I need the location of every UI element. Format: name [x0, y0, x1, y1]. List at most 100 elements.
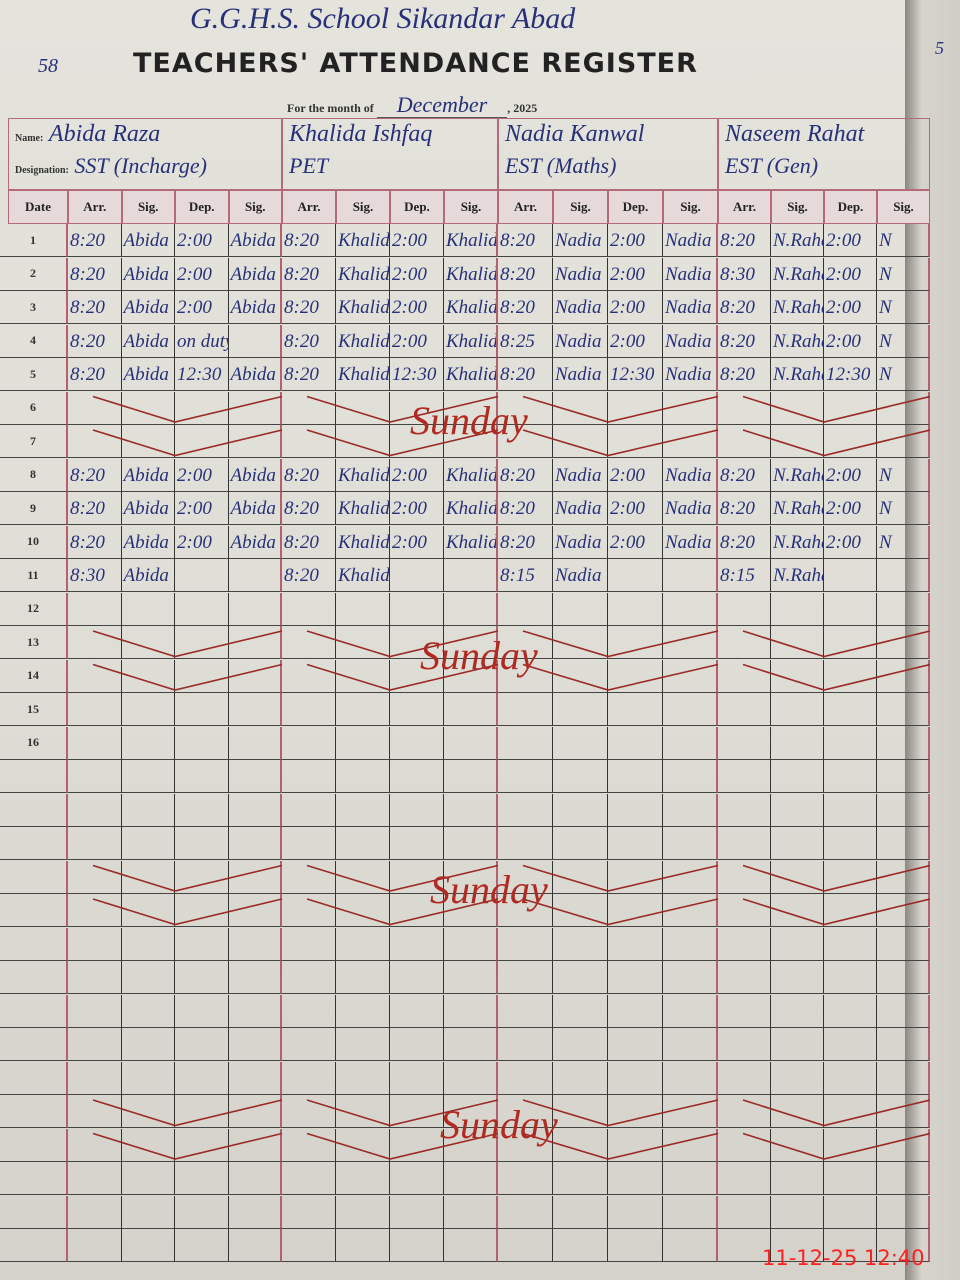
- empty-cell: [390, 726, 444, 760]
- empty-cell: [175, 425, 229, 458]
- empty-cell: [336, 626, 390, 659]
- empty-cell: [771, 760, 824, 793]
- empty-cell: [608, 994, 663, 1028]
- entry-cell: Khalida: [336, 492, 390, 525]
- strike-line: [306, 898, 499, 926]
- empty-cell: [282, 626, 336, 659]
- entry-cell: Nadia: [553, 492, 608, 525]
- entry-cell: Khalida: [336, 525, 390, 559]
- empty-cell: [390, 659, 444, 693]
- empty-cell: [663, 726, 718, 760]
- column-header-arr: Arr.: [498, 190, 553, 224]
- empty-cell: [718, 1028, 771, 1061]
- empty-cell: [121, 1128, 175, 1162]
- empty-cell: [824, 559, 877, 592]
- teacher-designation: Designation: SST (Incharge): [15, 153, 207, 179]
- empty-cell: [608, 1128, 663, 1162]
- empty-cell: [553, 726, 608, 760]
- empty-cell: [663, 1162, 718, 1195]
- empty-cell: [336, 1095, 390, 1128]
- empty-cell: [608, 1028, 663, 1061]
- empty-cell: [553, 1061, 608, 1095]
- empty-cell: [121, 592, 175, 626]
- empty-cell: [608, 961, 663, 994]
- empty-cell: [444, 994, 498, 1028]
- empty-cell: [175, 827, 229, 860]
- entry-cell: N: [877, 358, 930, 391]
- empty-cell: [608, 927, 663, 961]
- date-column-header: Date: [8, 190, 68, 224]
- empty-cell: [877, 1128, 930, 1162]
- empty-cell: [771, 726, 824, 760]
- empty-cell: [877, 860, 930, 894]
- empty-cell: [444, 592, 498, 626]
- empty-cell: [121, 793, 175, 827]
- empty-cell: [877, 626, 930, 659]
- empty-cell: [390, 894, 444, 927]
- strike-line: [742, 898, 930, 926]
- column-header-dep: Dep.: [824, 190, 877, 224]
- empty-cell: [282, 726, 336, 760]
- empty-cell: [877, 726, 930, 760]
- strike-line: [742, 864, 930, 892]
- teacher-header: Khalida Ishfaq PET: [282, 118, 498, 190]
- empty-cell: [771, 391, 824, 425]
- empty-cell: [553, 1095, 608, 1128]
- empty-cell: [175, 726, 229, 760]
- empty-cell: [228, 793, 282, 827]
- column-header-sig: Sig.: [877, 190, 930, 224]
- photo-timestamp: 11-12-25 12:40: [762, 1246, 925, 1270]
- empty-cell: [68, 1162, 122, 1195]
- empty-cell: [553, 693, 608, 726]
- date-cell: [0, 1028, 68, 1061]
- entry-cell: N.Rahat: [771, 559, 824, 592]
- entry-cell: 8:15: [498, 559, 553, 592]
- entry-cell: N.Rahat: [771, 324, 824, 358]
- empty-cell: [824, 793, 877, 827]
- empty-cell: [68, 391, 122, 425]
- strike-line: [742, 1099, 930, 1127]
- entry-cell: 2:00: [175, 224, 229, 257]
- strike-line: [522, 898, 719, 926]
- empty-cell: [553, 827, 608, 860]
- empty-cell: [228, 1128, 282, 1162]
- empty-cell: [282, 1229, 336, 1262]
- empty-cell: [877, 1095, 930, 1128]
- strike-line: [742, 395, 930, 423]
- empty-cell: [175, 1128, 229, 1162]
- date-cell: 4: [0, 324, 68, 358]
- entry-cell: 8:20: [68, 324, 122, 358]
- empty-cell: [68, 793, 122, 827]
- entry-cell: Abida: [228, 257, 282, 291]
- empty-cell: [282, 994, 336, 1028]
- entry-cell: 8:20: [718, 492, 771, 525]
- entry-cell: Khalida: [336, 458, 390, 492]
- empty-cell: [68, 760, 122, 793]
- empty-cell: [282, 1128, 336, 1162]
- empty-cell: [498, 726, 553, 760]
- entry-cell: N.Rahat: [771, 525, 824, 559]
- empty-cell: [175, 1229, 229, 1262]
- empty-cell: [824, 961, 877, 994]
- empty-cell: [663, 961, 718, 994]
- sunday-label: Sunday: [420, 632, 538, 678]
- empty-cell: [771, 693, 824, 726]
- empty-cell: [175, 1095, 229, 1128]
- empty-cell: [444, 1128, 498, 1162]
- entry-cell: Nadia: [553, 358, 608, 391]
- empty-cell: [553, 1128, 608, 1162]
- empty-cell: [228, 1061, 282, 1095]
- empty-cell: [718, 425, 771, 458]
- empty-cell: [390, 860, 444, 894]
- strike-line: [306, 864, 499, 892]
- empty-cell: [444, 860, 498, 894]
- empty-cell: [121, 961, 175, 994]
- teacher-name: Nadia Kanwal: [505, 121, 645, 147]
- name-label: Name:: [15, 133, 44, 144]
- empty-cell: [444, 1095, 498, 1128]
- entry-cell: Khalida: [444, 324, 498, 358]
- empty-cell: [771, 659, 824, 693]
- empty-cell: [824, 391, 877, 425]
- empty-cell: [608, 793, 663, 827]
- empty-cell: [282, 1061, 336, 1095]
